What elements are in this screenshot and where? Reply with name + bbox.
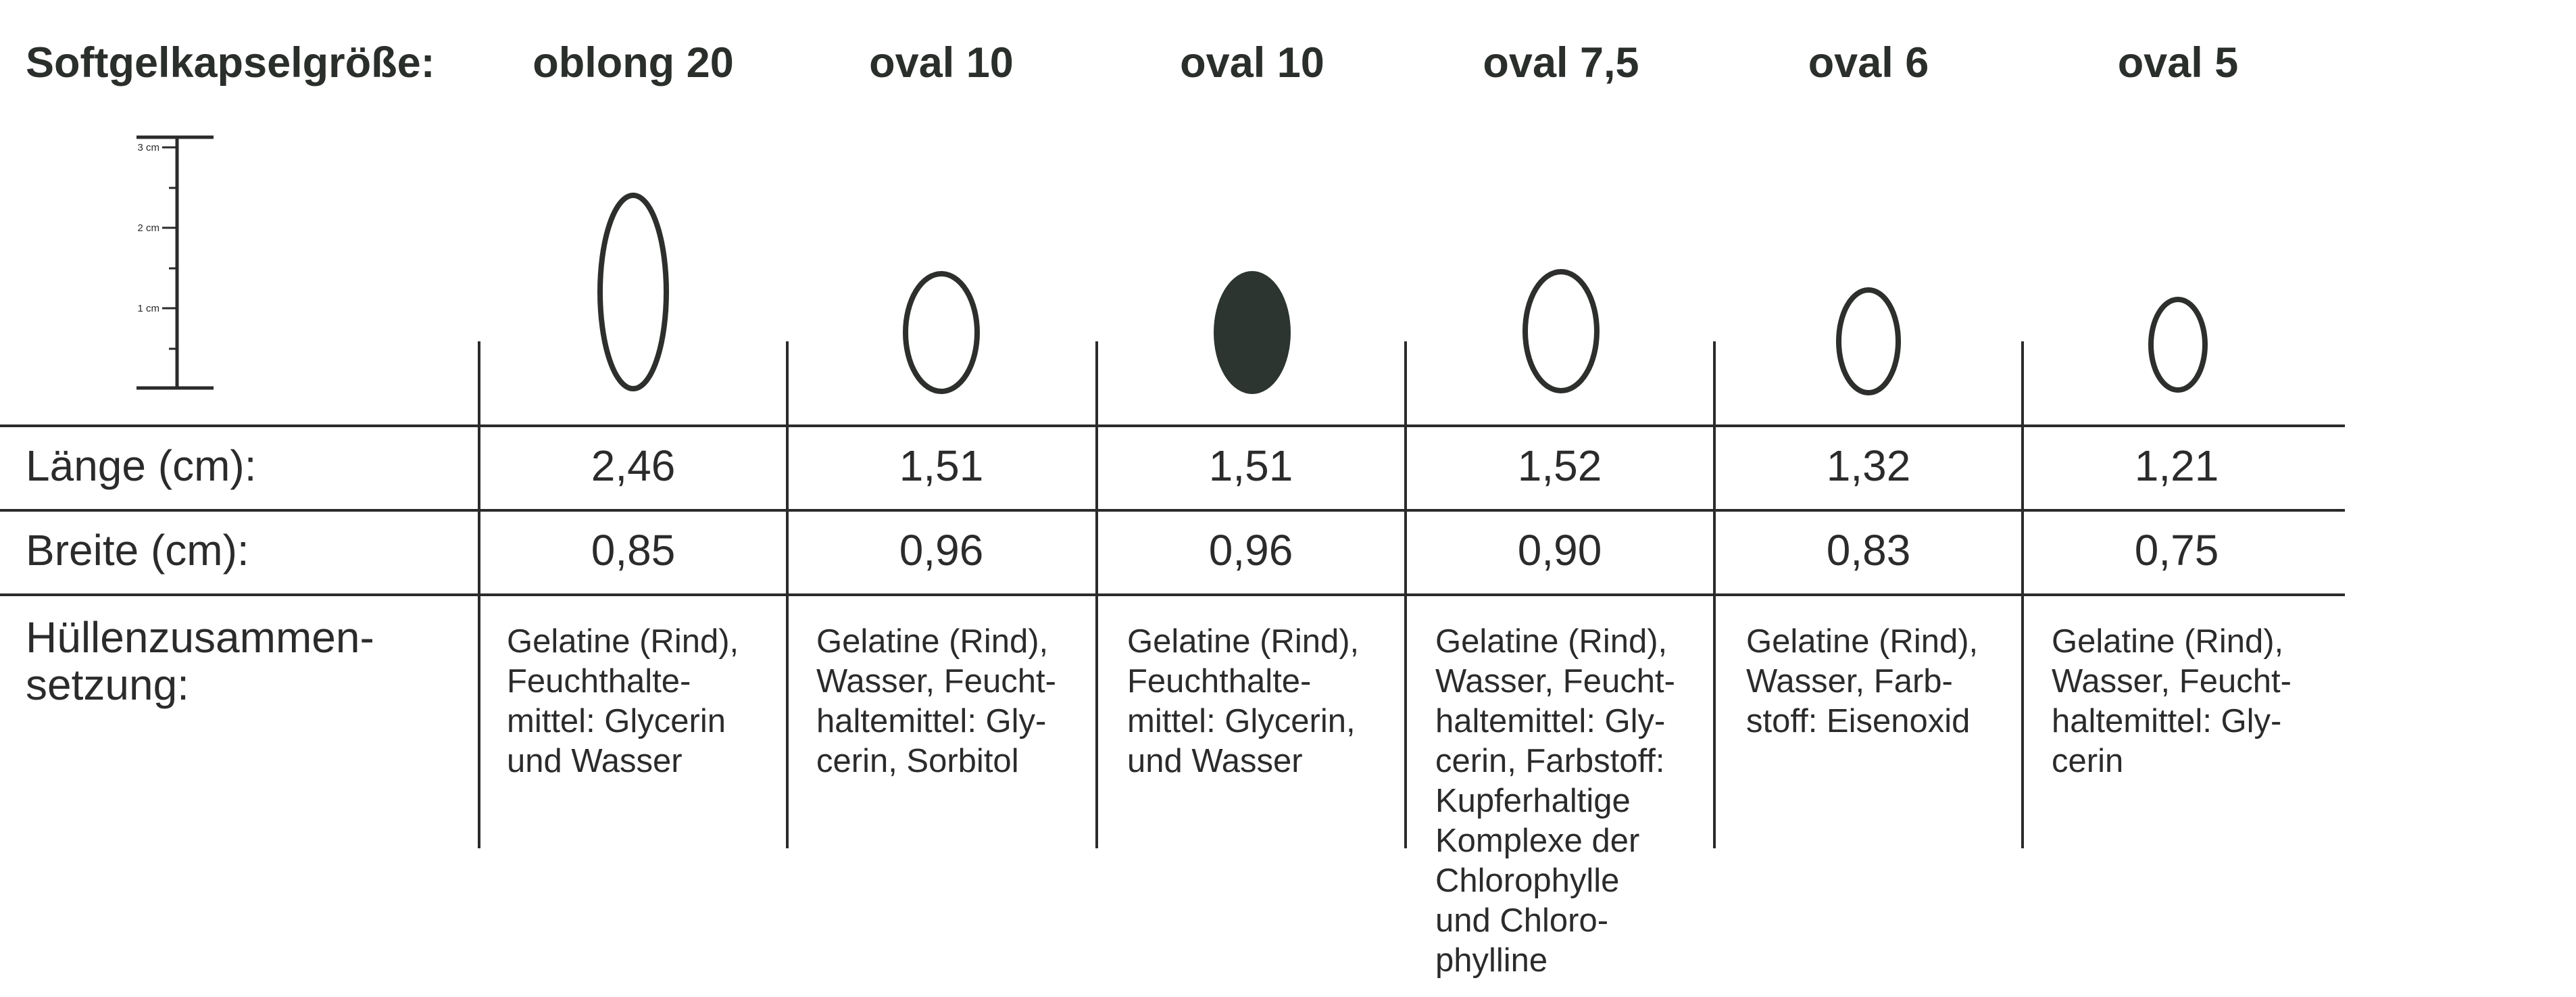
length-value-oval-7-5: 1,52 — [1517, 441, 1602, 490]
composition-line: phylline — [1435, 942, 1548, 979]
column-divider-4 — [1404, 341, 1407, 848]
composition-label-line-1: Hüllenzusammen- — [26, 613, 374, 662]
composition-line: stoff: Eisenoxid — [1746, 703, 1971, 739]
width-value-oval-10-a: 0,96 — [899, 526, 984, 575]
composition-line: haltemittel: Gly- — [2052, 703, 2282, 739]
composition-line: cerin, Farbstoff: — [1435, 743, 1665, 779]
width-value-oblong-20: 0,85 — [591, 526, 676, 575]
composition-oval-7-5: Gelatine (Rind), Wasser, Feucht- haltemi… — [1435, 622, 1706, 981]
column-header-oval-10-a: oval 10 — [869, 39, 1014, 87]
composition-line: Wasser, Feucht- — [816, 663, 1056, 700]
composition-line: Gelatine (Rind), — [2052, 623, 2284, 660]
scale-label-3cm: 3 cm — [137, 142, 159, 153]
composition-line: cerin — [2052, 743, 2124, 779]
column-header-oval-7-5: oval 7,5 — [1483, 39, 1639, 87]
composition-oval-10-b: Gelatine (Rind), Feuchthalte- mittel: Gl… — [1127, 622, 1397, 781]
column-header-oval-6: oval 6 — [1808, 39, 1929, 87]
column-header-oval-10-b: oval 10 — [1180, 39, 1324, 87]
capsule-drawings: 3 cm 2 cm 1 cm — [137, 135, 2208, 395]
composition-line: Gelatine (Rind), — [1746, 623, 1979, 660]
composition-line: Wasser, Farb- — [1746, 663, 1953, 700]
width-value-oval-6: 0,83 — [1826, 526, 1911, 575]
row-divider-2 — [0, 509, 2345, 512]
composition-line: Kupferhaltige — [1435, 783, 1631, 819]
capsule-oval-10-filled-icon — [1214, 271, 1291, 394]
composition-line: mittel: Glycerin, — [1127, 703, 1356, 739]
width-value-oval-5: 0,75 — [2134, 526, 2219, 575]
composition-line: mittel: Glycerin — [507, 703, 726, 739]
length-label: Länge (cm): — [26, 441, 257, 490]
composition-label: Hüllenzusammen- setzung: — [26, 614, 374, 708]
composition-line: Feuchthalte- — [1127, 663, 1312, 700]
column-divider-1 — [478, 341, 480, 848]
length-value-oval-6: 1,32 — [1826, 441, 1911, 490]
composition-oval-5: Gelatine (Rind), Wasser, Feucht- haltemi… — [2052, 622, 2322, 781]
composition-line: Wasser, Feucht- — [1435, 663, 1675, 700]
column-divider-6 — [2021, 341, 2024, 848]
composition-line: und Wasser — [507, 743, 683, 779]
composition-oval-6: Gelatine (Rind), Wasser, Farb- stoff: Ei… — [1746, 622, 2016, 741]
length-value-oval-5: 1,21 — [2134, 441, 2219, 490]
composition-line: haltemittel: Gly- — [816, 703, 1047, 739]
composition-line: haltemittel: Gly- — [1435, 703, 1666, 739]
capsule-oblong-20-icon — [597, 193, 669, 391]
length-value-oval-10-a: 1,51 — [899, 441, 984, 490]
composition-line: Komplexe der — [1435, 823, 1640, 859]
composition-line: Gelatine (Rind), — [1435, 623, 1668, 660]
composition-line: und Chloro- — [1435, 902, 1609, 939]
length-value-oval-10-b: 1,51 — [1208, 441, 1293, 490]
composition-line: Gelatine (Rind), — [816, 623, 1049, 660]
row-divider-1 — [0, 424, 2345, 427]
table-title: Softgelkapselgröße: — [26, 39, 435, 87]
composition-oblong-20: Gelatine (Rind), Feuchthalte- mittel: Gl… — [507, 622, 777, 781]
column-divider-5 — [1713, 341, 1716, 848]
scale-label-1cm: 1 cm — [137, 303, 159, 314]
composition-line: und Wasser — [1127, 743, 1303, 779]
row-divider-3 — [0, 593, 2345, 596]
capsule-oval-5-icon — [2148, 297, 2208, 393]
composition-line: cerin, Sorbitol — [816, 743, 1019, 779]
composition-line: Gelatine (Rind), — [1127, 623, 1360, 660]
composition-line: Feuchthalte- — [507, 663, 691, 700]
capsule-oval-6-icon — [1836, 287, 1901, 395]
width-value-oval-7-5: 0,90 — [1517, 526, 1602, 575]
scale-label-2cm: 2 cm — [137, 222, 159, 234]
width-value-oval-10-b: 0,96 — [1208, 526, 1293, 575]
composition-label-line-2: setzung: — [26, 660, 189, 709]
composition-oval-10-a: Gelatine (Rind), Wasser, Feucht- haltemi… — [816, 622, 1087, 781]
capsule-oval-10-icon — [903, 271, 980, 394]
column-divider-2 — [786, 341, 789, 848]
scale-ruler — [137, 135, 214, 390]
length-value-oblong-20: 2,46 — [591, 441, 676, 490]
column-header-oval-5: oval 5 — [2117, 39, 2239, 87]
composition-line: Wasser, Feucht- — [2052, 663, 2292, 700]
capsule-oval-7-5-icon — [1522, 269, 1600, 393]
composition-line: Chlorophylle — [1435, 862, 1620, 899]
composition-line: Gelatine (Rind), — [507, 623, 739, 660]
width-label: Breite (cm): — [26, 526, 249, 575]
column-header-oblong-20: oblong 20 — [532, 39, 734, 87]
column-divider-3 — [1095, 341, 1098, 848]
